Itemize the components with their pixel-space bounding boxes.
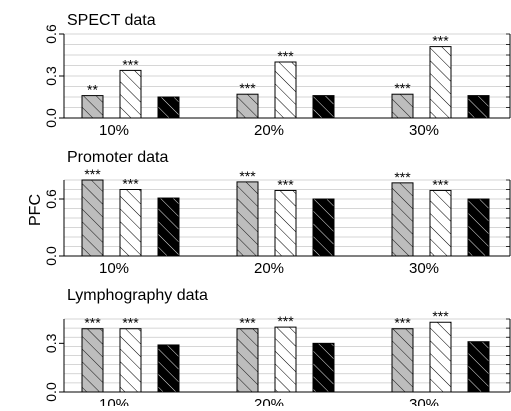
y-tick-label: 0.6: [43, 24, 59, 44]
significance-label: ***: [122, 176, 139, 192]
bar-black: [312, 198, 335, 257]
x-tick-label: 30%: [409, 396, 439, 406]
bar-hatched: [429, 46, 452, 119]
bar-gray: [391, 182, 414, 257]
significance-label: ***: [277, 48, 294, 64]
x-tick-label: 10%: [99, 260, 129, 277]
bar-gray: [81, 328, 104, 393]
x-tick-label: 20%: [254, 122, 284, 139]
x-tick-label: 10%: [99, 396, 129, 406]
bar-hatched: [119, 69, 142, 119]
significance-label: ***: [84, 315, 101, 331]
significance-label: ***: [239, 315, 256, 331]
y-tick-label: 0.3: [43, 66, 59, 86]
bar-black: [467, 198, 490, 257]
bar-hatched: [274, 61, 297, 119]
bar-gray: [391, 328, 414, 393]
significance-label: ***: [432, 176, 449, 192]
bar-black: [467, 95, 490, 119]
panel-title: Promoter data: [67, 149, 168, 166]
x-tick-label: 10%: [99, 122, 129, 139]
panel-title: Lymphography data: [67, 287, 208, 304]
bar-hatched: [274, 326, 297, 393]
bar-black: [157, 96, 180, 119]
panel-title: SPECT data: [67, 12, 156, 29]
bar-gray: [81, 179, 104, 257]
significance-label: ***: [277, 176, 294, 192]
significance-label: ***: [84, 166, 101, 182]
bar-gray: [236, 181, 259, 257]
bar-black: [312, 95, 335, 119]
chart-panels: SPECT data** *** ************0.00.30.610% 2…: [43, 12, 511, 411]
significance-label: ***: [277, 313, 294, 329]
significance-label: ***: [122, 315, 139, 331]
significance-label: ***: [394, 315, 411, 331]
significance-label: ***: [239, 168, 256, 184]
significance-label: ***: [239, 80, 256, 96]
bar-black: [157, 197, 180, 257]
x-tick-label: 30%: [409, 260, 439, 277]
significance-label: ***: [122, 56, 139, 72]
x-tick-label: 20%: [254, 396, 284, 406]
significance-label: ***: [432, 33, 449, 49]
bar-gray: [81, 95, 104, 119]
bar-black: [467, 341, 490, 393]
bar-hatched: [274, 189, 297, 257]
significance-label: **: [87, 82, 98, 98]
bar-hatched: [119, 328, 142, 393]
panel-2: Promoter data*** *** ****** *** ***0.00.610%…: [43, 149, 511, 277]
bar-black: [157, 344, 180, 393]
bar-gray: [236, 328, 259, 393]
y-tick-label: 0.0: [43, 382, 59, 402]
panel-1: SPECT data** *** ************0.00.30.610% 2…: [43, 12, 511, 139]
significance-label: ***: [394, 80, 411, 96]
bar-hatched: [429, 321, 452, 393]
x-tick-label: 20%: [254, 260, 284, 277]
x-tick-label: 30%: [409, 122, 439, 139]
significance-label: ***: [432, 308, 449, 324]
y-tick-label: 0.6: [43, 189, 59, 209]
y-tick-label: 0.0: [43, 108, 59, 128]
y-tick-label: 0.0: [43, 246, 59, 266]
y-axis-label: PFC: [27, 194, 44, 226]
significance-label: ***: [394, 169, 411, 185]
bar-gray: [391, 93, 414, 119]
bar-black: [312, 342, 335, 393]
bar-gray: [236, 93, 259, 119]
bar-hatched: [119, 189, 142, 257]
y-tick-label: 0.3: [43, 333, 59, 353]
bar-hatched: [429, 189, 452, 257]
panel-3: Lymphography data *** *** *** *** *** *** 0.0 0.…: [43, 287, 511, 411]
